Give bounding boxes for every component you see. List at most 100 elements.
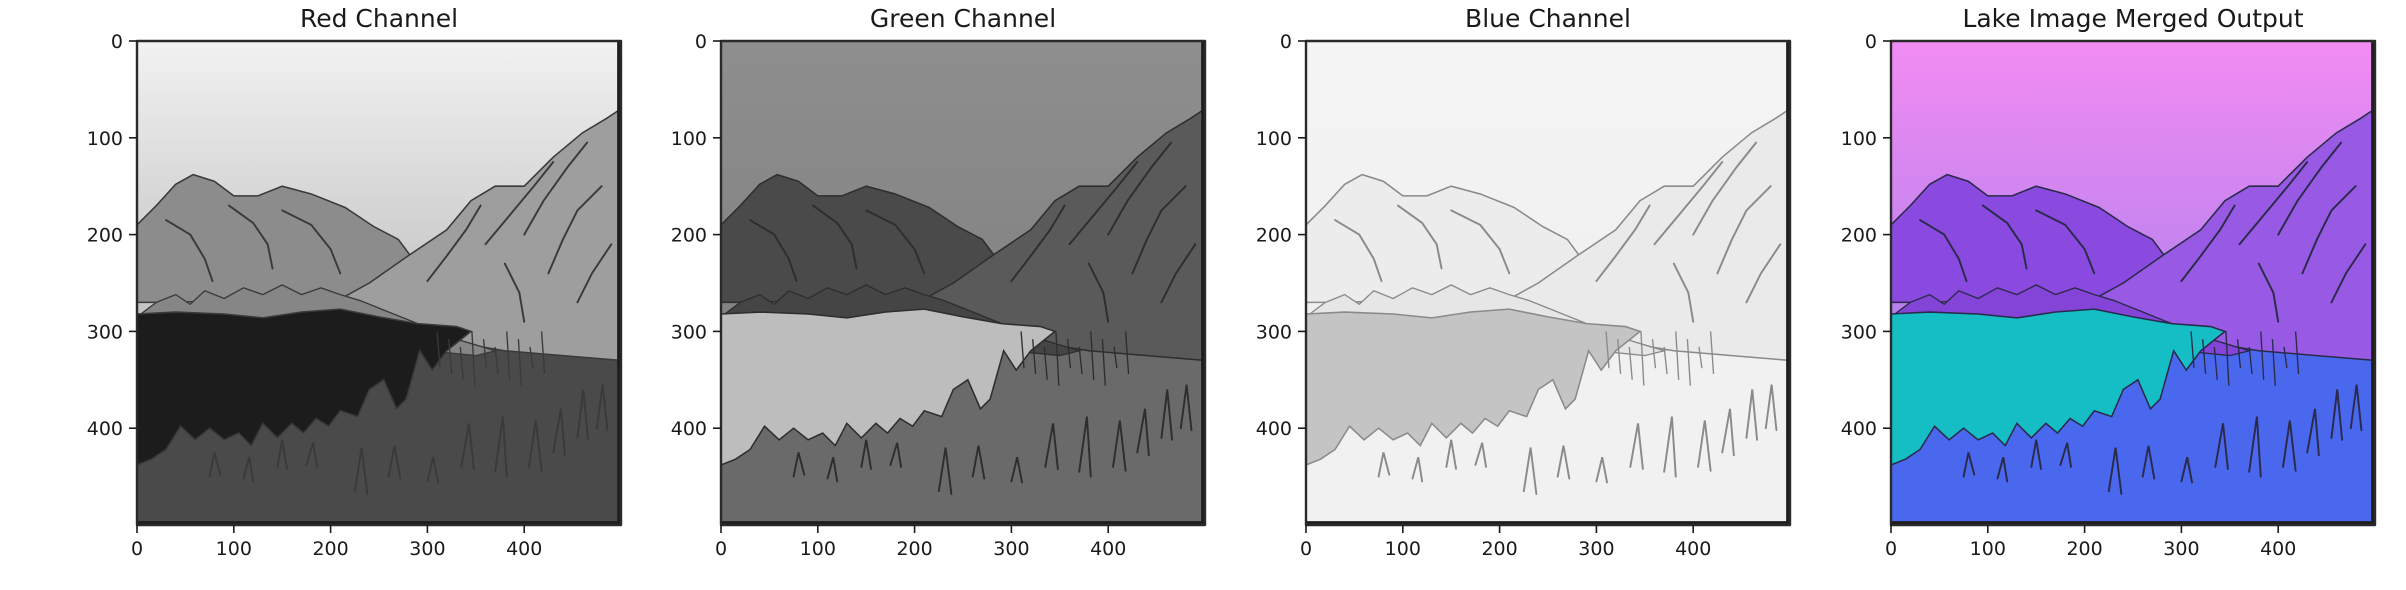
grass-blade-4 — [305, 442, 319, 468]
y-tick-label: 0 — [1280, 31, 1292, 53]
grass-blade-10 — [1697, 420, 1712, 472]
channel-image-red — [136, 41, 622, 525]
reed-6 — [1663, 346, 1668, 375]
image-right-border — [1201, 41, 1205, 525]
reed-5 — [1651, 339, 1657, 369]
mountain-crease-3 — [1450, 209, 1511, 275]
grass-blade-8 — [2214, 423, 2229, 470]
y-tick-label: 300 — [671, 321, 707, 343]
image-bottom-border — [1891, 521, 2375, 525]
reed-10 — [2294, 331, 2300, 375]
x-tick-label: 0 — [1300, 538, 1312, 560]
image-bottom-border — [1306, 521, 1790, 525]
grass-blade-10 — [1112, 420, 1127, 472]
mountain-crease-1 — [749, 219, 798, 283]
mountain-crease-4 — [1010, 204, 1066, 283]
image-bottom-border — [721, 521, 1205, 525]
grass-blade-5 — [937, 447, 953, 495]
x-tick-label: 300 — [1578, 538, 1614, 560]
mountain-crease-5 — [1653, 161, 1724, 246]
y-tick-label: 100 — [671, 128, 707, 150]
grass-blade-12 — [1745, 389, 1759, 441]
mountain-crease-3 — [865, 209, 926, 275]
reed-6 — [2248, 346, 2253, 375]
image-right-border — [1786, 41, 1790, 525]
grass-blade-8 — [460, 423, 475, 470]
reed-3 — [2213, 346, 2218, 380]
mountain-crease-5 — [1068, 161, 1139, 246]
mountain-crease-6 — [1692, 141, 1758, 236]
reed-4 — [471, 331, 476, 386]
mountain-crease-9 — [503, 262, 526, 323]
grass-blade-9 — [1663, 416, 1677, 478]
grass-blade-12 — [576, 389, 590, 441]
mountain-crease-5 — [2238, 161, 2309, 246]
grass-blade-3 — [860, 439, 873, 470]
image-bottom-border — [137, 521, 621, 525]
mountain-crease-2 — [811, 204, 858, 270]
reed-5 — [482, 339, 488, 369]
reed-2 — [2202, 339, 2207, 375]
mountain-crease-5 — [484, 161, 555, 246]
mountain-crease-4 — [426, 204, 482, 283]
grass-blade-13 — [1179, 384, 1193, 432]
x-tick-label: 100 — [216, 538, 252, 560]
grass-blade-12 — [1160, 389, 1174, 441]
reed-7 — [506, 331, 511, 380]
reed-9 — [529, 346, 534, 369]
mountain-crease-8 — [576, 243, 613, 304]
x-tick-label: 300 — [993, 538, 1029, 560]
lake-region — [1305, 308, 1642, 467]
reed-6 — [1078, 346, 1083, 375]
x-tick-label: 400 — [2260, 538, 2296, 560]
channel-image-merged — [1890, 41, 2376, 525]
y-tick-label: 200 — [1256, 225, 1292, 247]
axes-frame-3 — [1304, 39, 1792, 527]
mountain-crease-7 — [2301, 185, 2357, 275]
chart-title-3: Blue Channel — [1465, 4, 1631, 33]
grass-blade-12 — [2330, 389, 2344, 441]
reed-4 — [1055, 331, 1060, 386]
reed-9 — [2283, 346, 2288, 369]
mountain-crease-2 — [1396, 204, 1443, 270]
mountain-crease-1 — [1919, 219, 1968, 283]
y-tick-label: 0 — [695, 31, 707, 53]
reed-9 — [1113, 346, 1118, 369]
grass-blade-6 — [971, 445, 986, 480]
y-tick-label: 300 — [1841, 321, 1877, 343]
axes-frame-1 — [135, 39, 623, 527]
y-tick-label: 300 — [1256, 321, 1292, 343]
x-tick-label: 0 — [1885, 538, 1897, 560]
grass-blade-4 — [2059, 442, 2073, 468]
x-tick-label: 300 — [2163, 538, 2199, 560]
grass-blade-11 — [1136, 408, 1150, 457]
y-tick-label: 100 — [87, 128, 123, 150]
grass-blade-7 — [1595, 457, 1609, 484]
y-tick-label: 400 — [87, 418, 123, 440]
grass-blade-1 — [792, 452, 806, 478]
grass-blade-5 — [2107, 447, 2123, 495]
reed-8 — [517, 339, 522, 386]
mountain-crease-7 — [1131, 185, 1187, 275]
axes-frame-4 — [1889, 39, 2377, 527]
mountain-crease-4 — [2180, 204, 2236, 283]
grass-blade-13 — [595, 384, 609, 432]
grass-blade-4 — [1474, 442, 1488, 468]
reed-3 — [1043, 346, 1048, 380]
grass-blade-11 — [2306, 408, 2320, 457]
reed-5 — [1066, 339, 1072, 369]
reed-3 — [459, 346, 464, 380]
grass-blade-1 — [208, 452, 222, 478]
mountain-crease-3 — [281, 209, 342, 275]
y-tick-label: 400 — [671, 418, 707, 440]
y-tick-label: 100 — [1841, 128, 1877, 150]
grass-blade-3 — [2030, 439, 2043, 470]
axes-frame-2 — [719, 39, 1207, 527]
mountain-crease-8 — [1745, 243, 1782, 304]
channel-image-green — [720, 41, 1206, 525]
reed-10 — [1124, 331, 1130, 375]
y-tick-label: 400 — [1841, 418, 1877, 440]
y-tick-label: 0 — [1865, 31, 1877, 53]
x-tick-label: 0 — [131, 538, 143, 560]
grass-blade-6 — [387, 445, 402, 480]
